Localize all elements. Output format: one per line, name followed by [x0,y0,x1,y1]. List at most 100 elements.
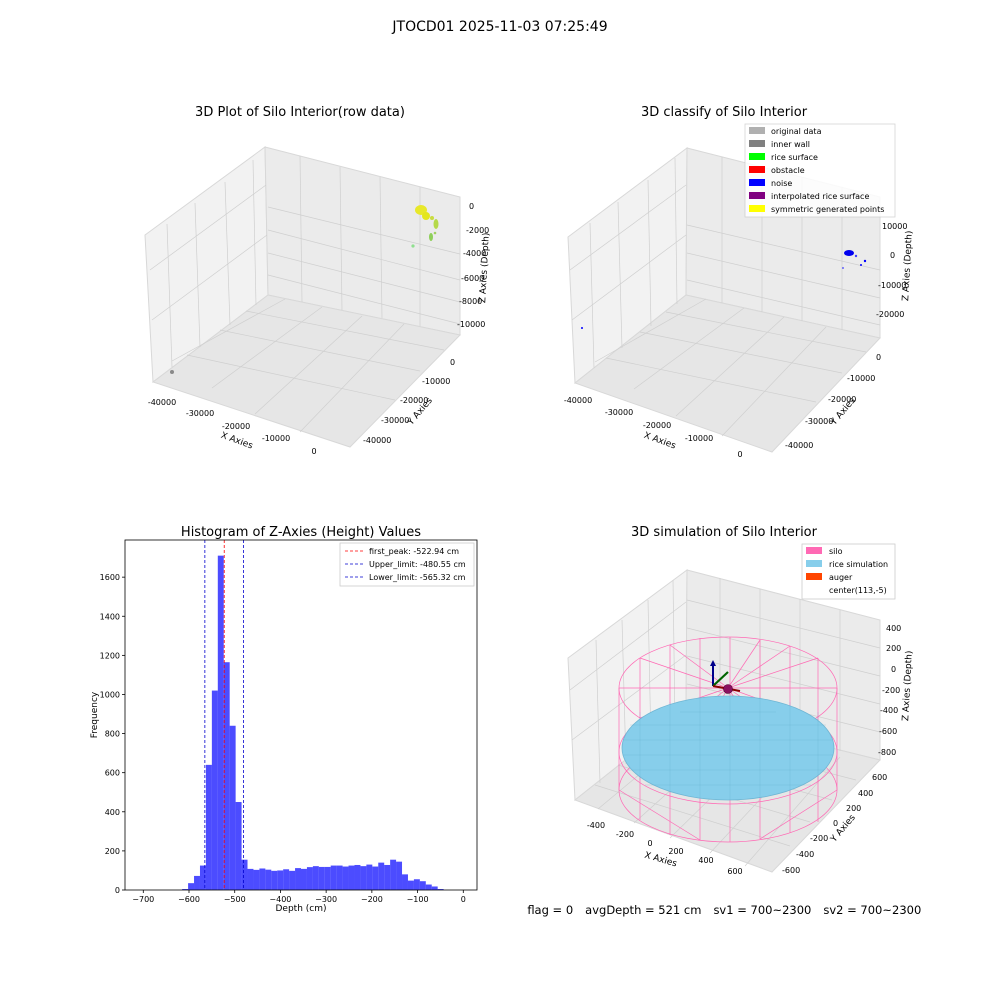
histogram-bar [366,864,373,890]
classify-legend-swatch [749,166,765,173]
histogram-bar [419,881,426,890]
histogram-bar [247,868,254,890]
simulation-z-tick: -200 [882,686,900,695]
histogram-bar [378,862,385,890]
histogram-y-ticks: 0 200 400 600 800 1000 1200 1400 1600 [100,573,125,895]
histogram-x-tick-label: −200 [361,895,383,904]
histogram-legend: first_peak: -522.94 cm Upper_limit: -480.… [339,542,475,587]
histogram-bar [265,869,272,890]
histogram-bar [324,866,331,890]
simulation-z-tick: 0 [891,665,896,674]
simulation-y-tick: 400 [858,789,873,798]
simulation-x-tick: 600 [727,867,742,876]
classify-gridlines [569,157,881,437]
simulation-x-tick: 0 [647,839,652,848]
classify-legend-swatch [749,127,765,134]
histogram-x-tick-label: −300 [315,895,337,904]
histogram-y-tick-label: 1200 [100,651,120,660]
histogram-x-tick-label: −600 [178,895,200,904]
classify-z-tick: 0 [890,251,895,260]
histogram-bar [211,690,218,890]
simulation-y-tick: 600 [872,773,887,782]
raw-x-label: X Axies [219,431,254,452]
histogram-bar [259,868,266,890]
histogram-bar [318,866,325,890]
histogram-y-tick-label: 400 [105,808,120,817]
histogram-panel: Histogram of Z-Axies (Height) Values −70… [90,525,478,914]
classify-z-ticks: 10000 0 -10000 -20000 [876,222,907,319]
raw-x-tick: -10000 [262,434,290,443]
simulation-x-tick: -200 [616,830,634,839]
raw-point-outlier [170,370,174,374]
histogram-y-tick-label: 600 [105,769,120,778]
simulation-legend: silo rice simulation auger center(113,-5) [801,543,896,600]
sv2-text: sv2 = 700~2300 [823,903,922,917]
classify-legend-swatch [749,205,765,212]
simulation-3d-panel: 3D simulation of Silo Interior [567,525,915,876]
raw-z-tick: -6000 [461,274,484,283]
classify-point [860,264,862,266]
histogram-bar [342,866,349,890]
histogram-legend-label: Lower_limit: -565.32 cm [369,573,466,582]
histogram-y-tick-label: 1400 [100,612,120,621]
classify-legend-swatch [749,153,765,160]
simulation-z-tick: 400 [886,624,901,633]
classify-z-label: Z Axies (Depth) [901,230,915,301]
raw-3d-panel: 3D Plot of Silo Interior(row data) [144,105,492,456]
histogram-frame [124,539,478,891]
classify-y-ticks: 0 -10000 -20000 -30000 -40000 [785,353,881,450]
simulation-x-tick: 200 [668,847,683,856]
histogram-bar [413,879,420,890]
raw-z-label: Z Axies (Depth) [478,232,492,303]
histogram-vlines [204,540,245,890]
simulation-x-tick: -400 [587,821,605,830]
histogram-x-tick-label: −100 [407,895,429,904]
histogram-x-tick-label: −500 [224,895,246,904]
raw-x-tick: -40000 [148,398,176,407]
histogram-bar [354,864,361,890]
simulation-legend-swatch [806,547,822,554]
simulation-legend-label: rice simulation [829,560,888,569]
histogram-bar [205,764,212,890]
classify-legend-swatch [749,140,765,147]
histogram-bar [235,802,242,890]
raw-gridlines [149,155,461,433]
simulation-z-label: Z Axies (Depth) [901,650,915,721]
histogram-x-tick-label: −700 [132,895,154,904]
histogram-x-ticks: −700 −600 −500 −400 −300 −200 −100 0 [132,890,466,904]
histogram-bar [336,865,343,890]
raw-point [411,244,415,248]
classify-z-tick: -20000 [876,310,904,319]
histogram-bar [253,869,260,890]
classify-legend-frame [744,123,896,218]
status-info-line: flag = 0 avgDepth = 521 cm sv1 = 700~2300 s… [520,889,933,917]
histogram-bar [396,861,403,890]
histogram-bar [312,866,319,890]
simulation-legend-swatch [806,560,822,567]
raw-point-cluster-green [433,219,439,229]
simulation-y-tick: -600 [782,866,800,875]
histogram-bar [277,870,284,890]
histogram-bar [306,867,313,890]
histogram-bar [360,866,367,890]
histogram-bar [199,865,206,890]
histogram-bar [372,866,379,890]
classify-point-outlier [581,327,583,329]
raw-y-tick: -10000 [422,377,450,386]
histogram-bar [330,865,337,890]
classify-legend-label: symmetric generated points [771,205,884,214]
histogram-x-tick-label: 0 [461,895,466,904]
classify-y-tick: -40000 [785,441,813,450]
classify-y-tick: -10000 [847,374,875,383]
classify-legend: original data inner wall rice surface obsta… [744,123,896,218]
raw-x-tick: -20000 [222,422,250,431]
rice-surface-mesh [623,696,833,800]
classify-y-tick: 0 [876,353,881,362]
histogram-bars [182,555,444,890]
histogram-legend-frame [339,542,475,587]
raw-z-tick: -2000 [466,226,489,235]
histogram-legend-label: first_peak: -522.94 cm [369,547,459,556]
raw-z-tick: -10000 [457,320,485,329]
simulation-3d-title: 3D simulation of Silo Interior [631,525,818,540]
